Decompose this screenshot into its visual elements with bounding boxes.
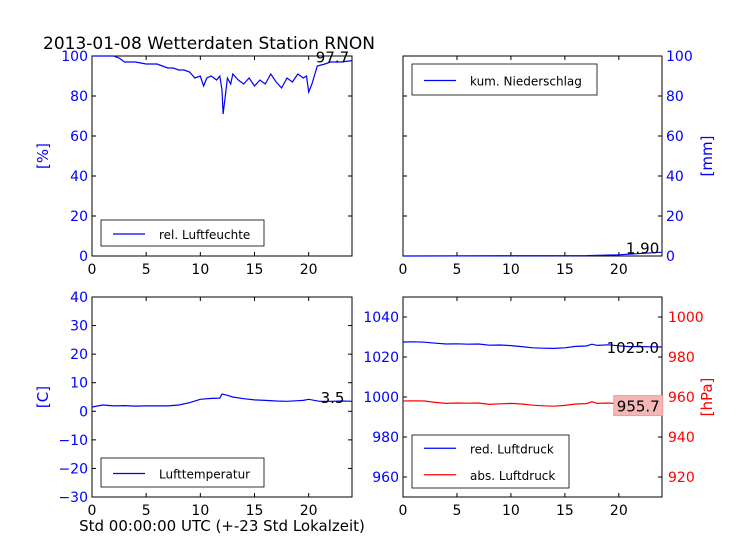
- legend-label: rel. Luftfeuchte: [159, 228, 250, 242]
- y-tick-label: 80: [666, 89, 684, 105]
- panel-precipitation: 0 5 10 15 20 0 20 40 60 80 100 [mm] 1.90 kum. Nieders…: [399, 49, 716, 278]
- figure-title: 2013-01-08 Wetterdaten Station RNON: [43, 34, 375, 54]
- x-tick-label: 20: [610, 262, 628, 278]
- y-tick-label: 960: [372, 470, 399, 486]
- y-axis-label: [mm]: [698, 136, 716, 177]
- y-tick-label: 100: [666, 49, 693, 65]
- annotation-label: 955.7: [617, 398, 660, 416]
- legend-label: red. Luftdruck: [470, 442, 554, 456]
- x-tick-label: 0: [88, 262, 97, 278]
- x-tick-label: 20: [610, 503, 628, 519]
- x-tick-label: 0: [399, 262, 408, 278]
- x-tick-label: 15: [246, 262, 264, 278]
- y-tick-label: 20: [70, 209, 88, 225]
- y-tick-label: 100: [61, 49, 88, 65]
- x-tick-label: 5: [142, 503, 151, 519]
- y2-tick-label: 960: [668, 390, 695, 406]
- x-tick-label: 20: [300, 262, 318, 278]
- y-axis-label: [hPa]: [698, 378, 716, 417]
- legend-box: [411, 434, 570, 489]
- y-tick-label: 980: [372, 430, 399, 446]
- y-tick-label: 40: [70, 290, 88, 306]
- x-tick-label: 5: [452, 503, 461, 519]
- y-tick-label: −10: [58, 433, 88, 449]
- legend-box: [100, 219, 265, 247]
- y-tick-label: 1000: [363, 390, 399, 406]
- series-line: [402, 341, 663, 350]
- y-tick-label: 1020: [363, 350, 399, 366]
- y-tick-label: −20: [58, 461, 88, 477]
- series-line: [402, 251, 663, 257]
- annotation-label: 1025.0: [607, 339, 660, 357]
- y-tick-label: −30: [58, 490, 88, 506]
- annotation-label: 1.90: [626, 240, 659, 258]
- y2-tick-label: 980: [668, 350, 695, 366]
- y2-tick-label: 1000: [668, 310, 704, 326]
- legend-label: Lufttemperatur: [159, 468, 250, 482]
- x-tick-label: 5: [452, 262, 461, 278]
- x-tick-label: 15: [246, 503, 264, 519]
- y-tick-label: 10: [70, 376, 88, 392]
- y2-tick-label: 940: [668, 430, 695, 446]
- y-tick-label: 20: [70, 347, 88, 363]
- annotation-box: [613, 395, 664, 417]
- annotation-label: 97.7: [316, 48, 349, 66]
- y-axis-label: [C]: [34, 386, 52, 408]
- y2-tick-label: 920: [668, 470, 695, 486]
- y-tick-label: 80: [70, 89, 88, 105]
- legend-label: kum. Niederschlag: [470, 75, 582, 89]
- x-tick-label: 15: [556, 262, 574, 278]
- y-axis-label: [%]: [34, 143, 52, 169]
- x-tick-label: 10: [502, 262, 520, 278]
- legend-box: [100, 457, 265, 488]
- y-tick-label: 40: [666, 169, 684, 185]
- y-tick-label: 1040: [363, 310, 399, 326]
- panel-humidity: 0 5 10 15 20 0 20 40 60 80 100 [%] 97.7 rel. Luftfeuc…: [34, 48, 353, 278]
- y-tick-label: 20: [666, 209, 684, 225]
- y-tick-label: 60: [70, 129, 88, 145]
- x-tick-label: 20: [300, 503, 318, 519]
- panel-pressure: 0 5 10 15 20 960 980 1000 1020 1040 920 940 960 980 10…: [363, 296, 716, 519]
- y-tick-label: 0: [666, 249, 675, 265]
- x-tick-label: 15: [556, 503, 574, 519]
- x-tick-label: 0: [88, 503, 97, 519]
- y-tick-label: 0: [79, 249, 88, 265]
- y-tick-label: 40: [70, 169, 88, 185]
- x-tick-label: 0: [399, 503, 408, 519]
- x-tick-label: 5: [142, 262, 151, 278]
- legend-label: abs. Luftdruck: [470, 469, 555, 483]
- y-tick-label: 30: [70, 319, 88, 335]
- series-line: [92, 55, 353, 115]
- series-line: [91, 393, 353, 408]
- panel-temperature: 0 5 10 15 20 −30 −20 −10 0 10 20 30 40 [C] 3.5 Lufttemp…: [34, 290, 353, 519]
- y-tick-label: 0: [79, 404, 88, 420]
- legend-box: [411, 63, 598, 96]
- x-tick-label: 10: [191, 262, 209, 278]
- annotation-label: 3.5: [321, 389, 345, 407]
- x-tick-label: 10: [502, 503, 520, 519]
- x-axis-label: Std 00:00:00 UTC (+-23 Std Lokalzeit): [79, 517, 365, 535]
- x-tick-label: 10: [191, 503, 209, 519]
- y-tick-label: 60: [666, 129, 684, 145]
